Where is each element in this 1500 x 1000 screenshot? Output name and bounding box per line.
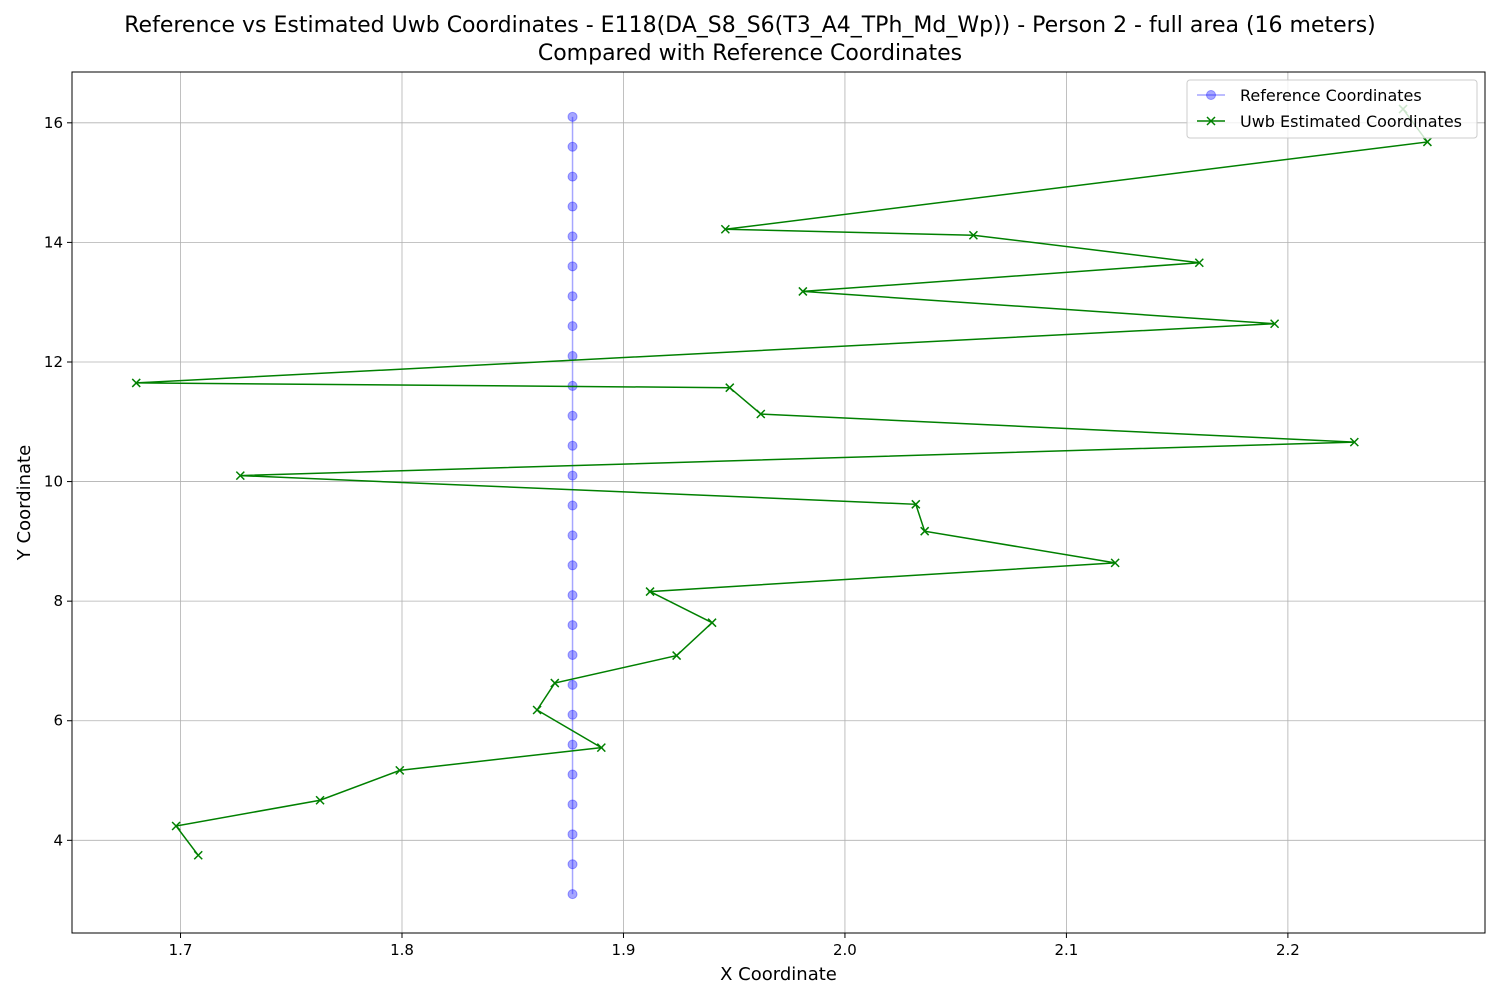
data-series [131,104,1432,900]
data-point [235,471,245,481]
data-point [567,410,578,421]
data-point [1349,437,1359,447]
y-tick-label: 12 [44,353,63,371]
legend-swatch-marker [1206,116,1216,126]
chart-title-line-1: Reference vs Estimated Uwb Coordinates -… [124,13,1376,38]
data-point [1194,258,1204,268]
axis-ticks: 1.7 1.8 1.9 2.0 2.1 2.2 4 6 8 10 12 14 16 [44,114,1300,959]
data-point [567,171,578,182]
data-point [567,590,578,601]
legend-entry-label: Reference Coordinates [1240,86,1422,105]
data-point [720,224,730,234]
data-point [567,739,578,750]
data-point [532,705,542,715]
data-point [567,111,578,122]
data-point [567,261,578,272]
y-tick-label: 14 [44,233,63,251]
data-point [567,620,578,631]
data-point [645,587,655,597]
x-tick-label: 1.8 [390,941,414,959]
data-point [567,530,578,541]
series-estimated [131,104,1432,860]
data-point [567,231,578,242]
data-point [911,499,921,509]
data-point [315,795,325,805]
data-point [1270,319,1280,329]
data-point [567,859,578,870]
data-point [171,821,181,831]
data-point [920,526,930,536]
data-point [567,141,578,152]
legend-box [1186,79,1478,139]
legend: Reference Coordinates Uwb Estimated Coord… [1186,79,1478,139]
data-point [567,500,578,511]
y-tick-label: 16 [44,114,63,132]
data-point [567,291,578,302]
data-point [596,743,606,753]
data-point [567,679,578,690]
series-line [136,108,1429,856]
chart-title: Reference vs Estimated Uwb Coordinates -… [0,12,1500,68]
y-tick-label: 8 [53,592,63,610]
plot-frame [71,71,1486,934]
y-axis-label: Y Coordinate [14,445,35,561]
x-tick-label: 1.9 [612,941,636,959]
data-point [567,769,578,780]
data-point [395,765,405,775]
data-point [968,230,978,240]
x-tick-label: 2.1 [1054,941,1078,959]
grid-lines [72,72,1485,933]
data-point [550,678,560,688]
legend-swatch-marker [1206,90,1216,100]
data-point [193,850,203,860]
data-point [707,618,717,628]
data-point [567,649,578,660]
data-point [567,470,578,481]
data-point [1110,558,1120,568]
data-point [725,383,735,393]
data-point [567,351,578,362]
y-tick-label: 4 [53,831,63,849]
data-point [798,286,808,296]
x-tick-label: 2.2 [1276,941,1300,959]
legend-entry-label: Uwb Estimated Coordinates [1240,112,1462,131]
x-axis-label: X Coordinate [720,964,837,985]
x-tick-label: 2.0 [833,941,857,959]
series-reference [567,111,578,900]
data-point [1422,137,1432,147]
data-point [567,889,578,900]
y-tick-label: 6 [53,712,63,730]
data-point [672,651,682,661]
chart-title-line-2: Compared with Reference Coordinates [537,41,963,66]
data-point [567,799,578,810]
data-point [567,709,578,720]
data-point [131,378,141,388]
data-point [567,321,578,332]
data-point [567,440,578,451]
x-tick-label: 1.7 [169,941,193,959]
data-point [567,560,578,571]
data-point [567,201,578,212]
data-point [756,409,766,419]
y-tick-label: 10 [44,473,63,491]
data-point [567,829,578,840]
